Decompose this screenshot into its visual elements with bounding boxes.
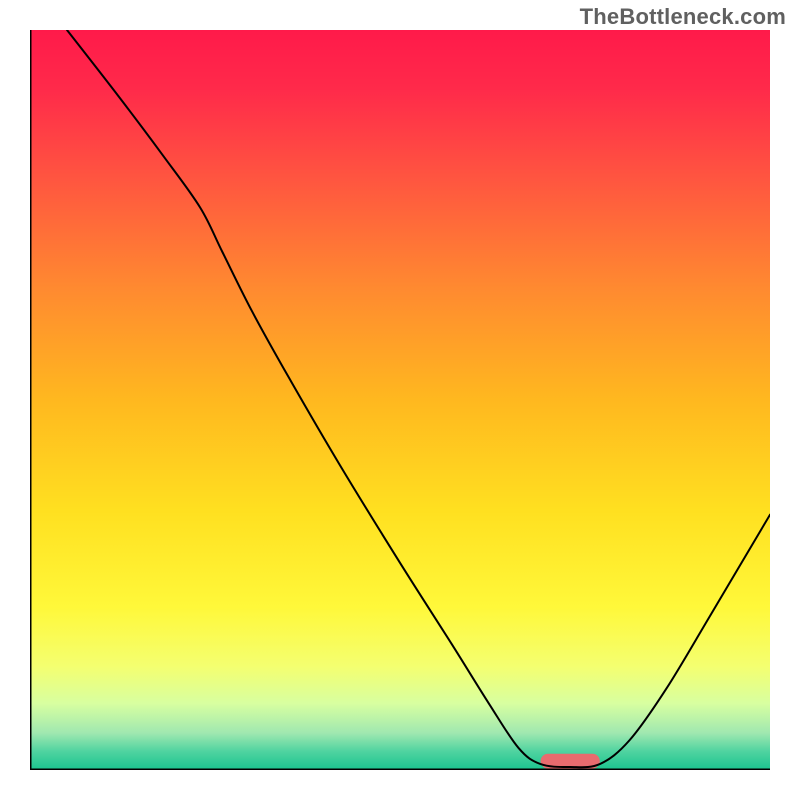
chart-svg	[30, 30, 770, 770]
gradient-background	[30, 30, 770, 770]
bottleneck-chart	[30, 30, 770, 770]
watermark-text: TheBottleneck.com	[580, 4, 786, 30]
